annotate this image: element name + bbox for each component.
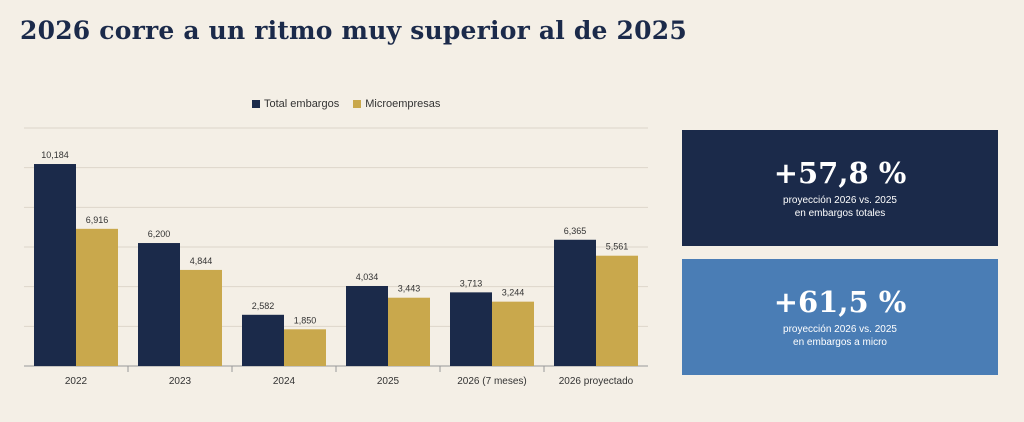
legend-swatch-total bbox=[252, 100, 260, 108]
x-tick-label: 2024 bbox=[273, 376, 296, 387]
legend-item-total: Total embargos bbox=[252, 98, 339, 110]
bar-micro bbox=[76, 228, 118, 366]
data-label: 6,365 bbox=[564, 226, 587, 236]
x-tick-label: 2022 bbox=[65, 376, 88, 387]
bar-micro bbox=[492, 301, 534, 366]
data-label: 5,561 bbox=[606, 242, 629, 252]
bar-total bbox=[138, 243, 180, 366]
bar-micro bbox=[284, 329, 326, 366]
stat-value-total: +57,8 % bbox=[773, 156, 907, 190]
chart-legend: Total embargos Microempresas bbox=[252, 98, 454, 110]
legend-item-micro: Microempresas bbox=[353, 98, 440, 110]
bar-micro bbox=[388, 297, 430, 366]
bar-total bbox=[34, 164, 76, 366]
stat-caption-total-line2: en embargos totales bbox=[794, 208, 886, 219]
x-tick-label: 2023 bbox=[169, 376, 192, 387]
bar-total bbox=[346, 285, 388, 366]
data-label: 4,034 bbox=[356, 272, 379, 282]
x-tick-label: 2025 bbox=[377, 376, 400, 387]
bar-micro bbox=[596, 255, 638, 366]
page-title: 2026 corre a un ritmo muy superior al de… bbox=[20, 16, 687, 45]
data-label: 2,582 bbox=[252, 301, 275, 311]
bar-micro bbox=[180, 269, 222, 366]
stat-card-total: +57,8 % proyección 2026 vs. 2025 en emba… bbox=[682, 130, 998, 246]
bar-total bbox=[450, 292, 492, 366]
stat-value-micro: +61,5 % bbox=[773, 285, 907, 319]
stat-caption-micro-line1: proyección 2026 vs. 2025 bbox=[783, 324, 897, 335]
data-label: 10,184 bbox=[41, 150, 69, 160]
legend-label-micro: Microempresas bbox=[365, 98, 441, 110]
bar-chart: 10,184 6,916 2022 6,200 4,844 2023 2,582 1,850 2… bbox=[24, 127, 648, 387]
legend-label-total: Total embargos bbox=[264, 98, 340, 110]
x-tick-label: 2026 (7 meses) bbox=[457, 376, 526, 387]
data-label: 1,850 bbox=[294, 315, 317, 325]
x-tick-label: 2026 proyectado bbox=[559, 376, 634, 387]
data-label: 3,443 bbox=[398, 284, 421, 294]
bar-total bbox=[554, 239, 596, 366]
stat-caption-micro-line2: en embargos a micro bbox=[793, 337, 887, 348]
data-label: 3,713 bbox=[460, 278, 483, 288]
data-label: 4,844 bbox=[190, 256, 213, 266]
stat-caption-total-line1: proyección 2026 vs. 2025 bbox=[783, 195, 897, 206]
data-label: 3,244 bbox=[502, 288, 525, 298]
data-label: 6,200 bbox=[148, 229, 171, 239]
data-label: 6,916 bbox=[86, 215, 109, 225]
stat-card-micro: +61,5 % proyección 2026 vs. 2025 en emba… bbox=[682, 259, 998, 375]
bar-total bbox=[242, 314, 284, 366]
legend-swatch-micro bbox=[353, 100, 362, 108]
